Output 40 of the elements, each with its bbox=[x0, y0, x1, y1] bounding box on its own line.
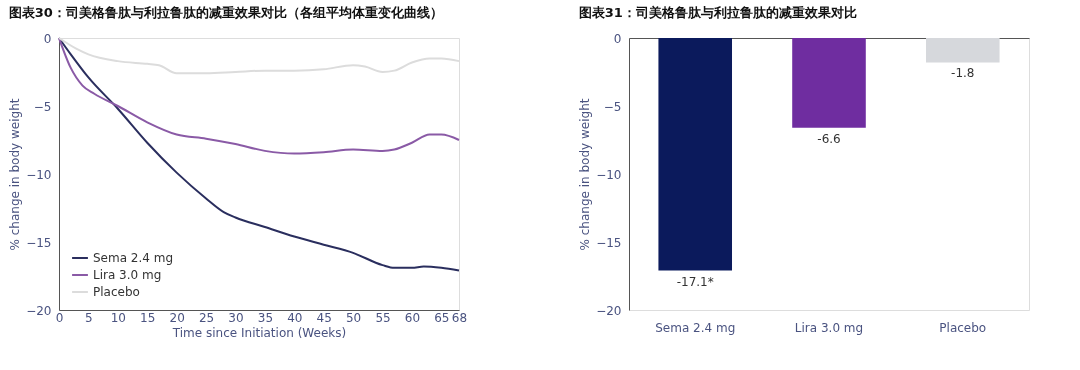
chart-title: 图表31：司美格鲁肽与利拉鲁肽的减重效果对比 bbox=[578, 5, 857, 20]
x-tick-label: 60 bbox=[404, 310, 421, 325]
legend-label: Lira 3.0 mg bbox=[93, 268, 162, 282]
chart-title: 图表30：司美格鲁肽与利拉鲁肽的减重效果对比（各组平均体重变化曲线） bbox=[8, 5, 443, 20]
x-tick-label: Lira 3.0 mg bbox=[794, 320, 864, 335]
x-tick-label: 35 bbox=[257, 310, 274, 325]
y-tick-label: −15 bbox=[596, 235, 622, 250]
x-tick-label: 30 bbox=[228, 310, 244, 325]
y-tick-label: −10 bbox=[26, 167, 52, 182]
legend-label: Placebo bbox=[93, 285, 140, 299]
data-label: -1.8 bbox=[951, 66, 975, 81]
y-tick-label: −10 bbox=[596, 167, 622, 182]
y-axis-title: % change in body weight bbox=[578, 98, 593, 251]
y-tick-label: −5 bbox=[33, 99, 52, 114]
x-tick-label: 25 bbox=[198, 310, 215, 325]
y-tick-label: −20 bbox=[596, 303, 622, 318]
x-tick-label: 50 bbox=[345, 310, 362, 325]
data-label: -17.1* bbox=[676, 274, 714, 289]
legend-label: Sema 2.4 mg bbox=[93, 251, 174, 265]
line-series bbox=[58, 37, 460, 155]
x-tick-label: Sema 2.4 mg bbox=[655, 320, 736, 335]
data-label: -6.6 bbox=[817, 131, 841, 146]
x-tick-label: 68 bbox=[451, 310, 468, 325]
y-tick-label: −20 bbox=[26, 303, 52, 318]
x-tick-label: 0 bbox=[55, 310, 64, 325]
y-axis-title: % change in body weight bbox=[8, 98, 23, 251]
x-tick-label: 65 bbox=[434, 310, 450, 325]
y-tick-label: 0 bbox=[43, 31, 52, 46]
x-tick-label: 15 bbox=[140, 310, 156, 325]
x-axis-title: Time since Initiation (Weeks) bbox=[171, 325, 347, 340]
x-tick-label: 5 bbox=[85, 310, 93, 325]
x-tick-label: Placebo bbox=[939, 320, 987, 335]
x-tick-label: 45 bbox=[316, 310, 332, 325]
y-tick-label: −5 bbox=[603, 99, 622, 114]
x-tick-label: 20 bbox=[169, 310, 185, 325]
x-tick-label: 10 bbox=[110, 310, 126, 325]
y-tick-label: −15 bbox=[26, 235, 52, 250]
x-tick-label: 55 bbox=[375, 310, 391, 325]
x-tick-label: 40 bbox=[287, 310, 303, 325]
y-tick-label: 0 bbox=[613, 31, 622, 46]
